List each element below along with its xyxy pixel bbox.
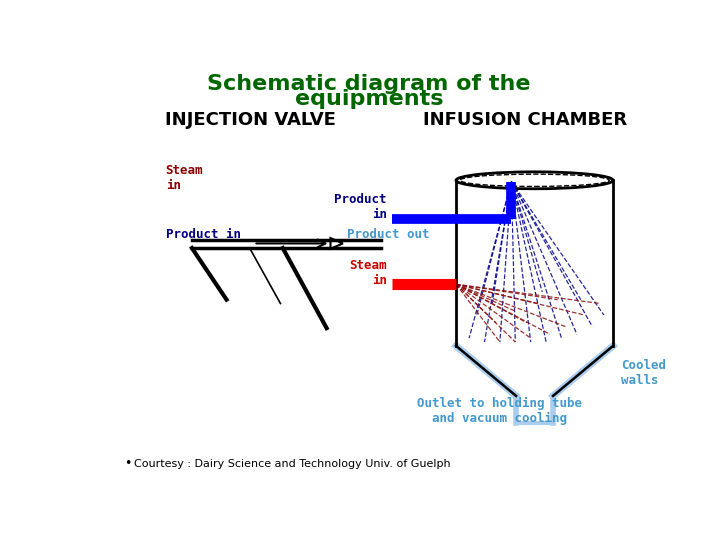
Text: equipments: equipments	[294, 89, 444, 109]
Text: Product in: Product in	[166, 228, 241, 241]
Text: Product
in: Product in	[334, 193, 387, 221]
Text: INJECTION VALVE: INJECTION VALVE	[165, 111, 336, 129]
Text: Schematic diagram of the: Schematic diagram of the	[207, 74, 531, 94]
Text: Outlet to holding tube
and vacuum cooling: Outlet to holding tube and vacuum coolin…	[418, 397, 582, 426]
Text: Product out: Product out	[348, 228, 430, 241]
Text: Steam
in: Steam in	[349, 259, 387, 287]
Text: Steam
in: Steam in	[166, 164, 203, 192]
Text: Courtesy : Dairy Science and Technology Univ. of Guelph: Courtesy : Dairy Science and Technology …	[134, 458, 451, 469]
Text: Cooled
walls: Cooled walls	[621, 359, 666, 387]
Text: •: •	[124, 457, 132, 470]
Text: INFUSION CHAMBER: INFUSION CHAMBER	[423, 111, 627, 129]
